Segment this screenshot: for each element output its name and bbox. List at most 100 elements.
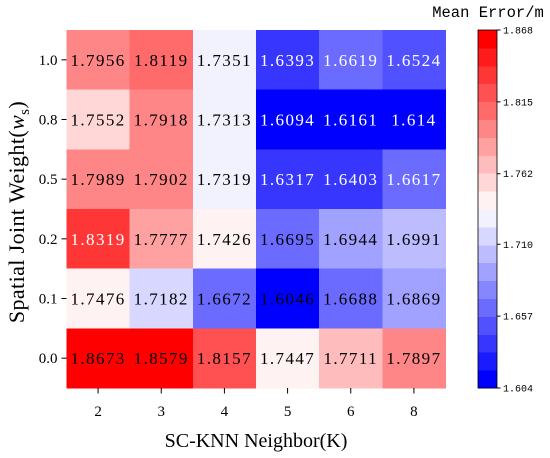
colorbar-tick-label: 1.868 (503, 27, 533, 38)
colorbar: 1.868 1.815 1.762 1.710 1.657 1.604 Mean Erro… (432, 4, 544, 396)
cell-value-label: 1.6617 (386, 170, 441, 189)
heatmap-cell (382, 209, 447, 270)
colorbar-band (478, 352, 497, 371)
colorbar-tick-label: 1.657 (503, 313, 533, 324)
y-axis-label-variable: w (4, 115, 29, 130)
colorbar-frame (477, 29, 498, 389)
cell-value-label: 1.6317 (260, 170, 315, 189)
heatmap-cell (192, 30, 257, 91)
cell-value-label: 1.7552 (71, 111, 126, 130)
cell-value-label: 1.7319 (197, 170, 252, 189)
cell-value-label: 1.7777 (134, 230, 189, 249)
cell-value-label: 1.7426 (197, 230, 252, 249)
cell-value-label: 1.8319 (71, 230, 126, 249)
colorbar-band (478, 226, 497, 246)
heatmap-cell (256, 89, 320, 150)
heatmap-cell (319, 149, 383, 210)
colorbar-tick-label: 1.710 (503, 241, 533, 252)
cell-value-label: 1.7711 (323, 349, 378, 368)
heatmap-cell (192, 328, 257, 389)
heatmap-cell (129, 209, 194, 270)
heatmap-cell (319, 89, 383, 150)
heatmap-cell (66, 209, 131, 270)
cell-value-label: 1.6046 (260, 290, 315, 309)
y-axis-label-close: ) (4, 101, 29, 109)
colorbar-band (478, 244, 497, 264)
heatmap-cell (256, 328, 320, 389)
heatmap-cell (382, 30, 447, 91)
cell-value-label: 1.6991 (386, 230, 441, 249)
heatmap-cell (256, 209, 320, 270)
cell-value-label: 1.8579 (134, 349, 189, 368)
heatmap-cell (319, 268, 383, 329)
cell-value-label: 1.7313 (197, 111, 252, 130)
cell-value-label: 1.7902 (134, 170, 189, 189)
colorbar-band (478, 370, 497, 389)
heatmap-cell (319, 209, 383, 270)
heatmap-cell (129, 268, 194, 329)
cell-value-label: 1.6619 (323, 51, 378, 70)
colorbar-band (478, 334, 497, 353)
y-axis-label-text: Spatial Joint Weight( (4, 130, 29, 323)
y-axis-label-subscript: s (17, 109, 33, 115)
colorbar-band (478, 298, 497, 317)
heatmap-cell (66, 268, 131, 329)
heatmap-cell (382, 89, 447, 150)
cell-value-label: 1.7182 (134, 290, 189, 309)
heatmap-cell (129, 30, 194, 91)
colorbar-band (478, 280, 497, 299)
cell-value-label: 1.6672 (197, 290, 252, 309)
y-tick-label: 0.1 (39, 292, 58, 308)
heatmap-cell (129, 149, 194, 210)
colorbar-band (478, 262, 497, 282)
heatmap-cell (66, 328, 131, 389)
y-tick-label: 0.0 (39, 351, 58, 367)
cell-value-label: 1.7956 (71, 51, 126, 70)
heatmap-cell (256, 149, 320, 210)
cell-value-label: 1.7476 (71, 290, 126, 309)
colorbar-band (478, 316, 497, 335)
heatmap-cell (192, 268, 257, 329)
x-tick-label: 3 (158, 404, 166, 420)
heatmap-cell (192, 209, 257, 270)
cell-value-label: 1.6393 (260, 51, 315, 70)
heatmap-cell (319, 30, 383, 91)
y-axis-ticks: 1.0 0.8 0.5 0.2 0.1 0.0 (39, 53, 67, 367)
y-tick-label: 1.0 (39, 53, 58, 69)
cell-value-label: 1.6944 (323, 230, 378, 249)
heatmap-cell (319, 328, 383, 389)
cell-value-label: 1.7918 (134, 111, 189, 130)
y-tick-label: 0.2 (39, 232, 58, 248)
colorbar-ticks: 1.868 1.815 1.762 1.710 1.657 1.604 (497, 27, 533, 396)
x-axis-label: SC-KNN Neighbor(K) (165, 430, 348, 452)
x-tick-label: 4 (221, 404, 229, 420)
heatmap-cell (256, 30, 320, 91)
x-axis-ticks: 2 3 4 5 6 8 (94, 388, 418, 420)
cell-value-label: 1.7897 (386, 349, 441, 368)
x-tick-label: 6 (347, 404, 355, 420)
colorbar-band (478, 173, 497, 192)
cell-value-label: 1.6695 (260, 230, 315, 249)
colorbar-band (478, 83, 497, 103)
colorbar-band (478, 119, 497, 138)
heatmap-cell (256, 268, 320, 329)
colorbar-band (478, 191, 497, 210)
colorbar-band (478, 137, 497, 156)
cell-value-label: 1.6161 (323, 111, 378, 130)
heatmap-cells (66, 30, 447, 389)
y-tick-label: 0.5 (39, 172, 58, 188)
colorbar-tick-label: 1.604 (503, 385, 533, 396)
cell-value-label: 1.7989 (71, 170, 126, 189)
cell-value-label: 1.6403 (323, 170, 378, 189)
cell-value-label: 1.6094 (260, 111, 315, 130)
cell-value-label: 1.6688 (323, 290, 378, 309)
cell-value-label: 1.8157 (197, 349, 252, 368)
cell-value-label: 1.6524 (386, 51, 441, 70)
cell-value-label: 1.7351 (197, 51, 252, 70)
cell-value-label: 1.8673 (71, 349, 126, 368)
y-axis-label: Spatial Joint Weight(ws) (4, 101, 33, 323)
heatmap-cell (382, 149, 447, 210)
heatmap-cell (129, 328, 194, 389)
colorbar-band (478, 155, 497, 174)
